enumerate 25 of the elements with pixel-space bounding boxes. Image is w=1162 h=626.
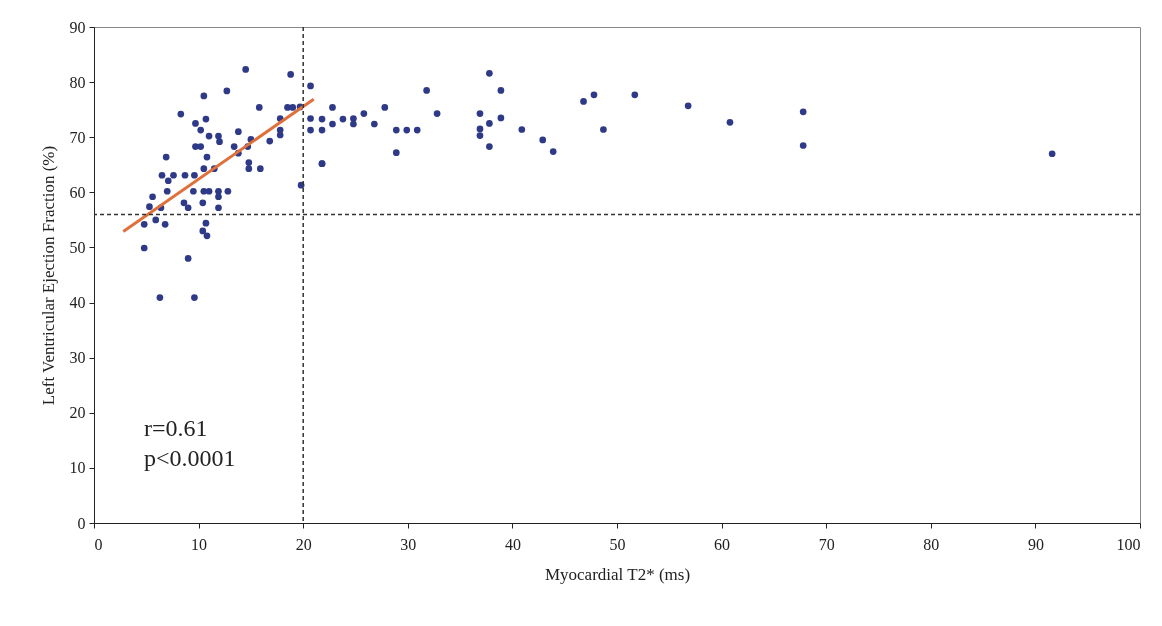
x-tick-label: 60 — [714, 535, 731, 553]
y-tick-label: 50 — [69, 238, 86, 256]
x-tick-label: 20 — [295, 535, 312, 553]
x-tick-label: 30 — [400, 535, 417, 553]
y-tick-label: 0 — [77, 514, 86, 532]
x-axis-title: Myocardial T2* (ms) — [544, 564, 691, 584]
x-tick-label: 40 — [504, 535, 521, 553]
y-tick-label: 40 — [69, 294, 86, 312]
y-tick-label: 80 — [69, 73, 86, 91]
x-tick-label: 10 — [191, 535, 208, 553]
y-tick-label: 90 — [69, 18, 86, 36]
x-tick-label: 100 — [1116, 535, 1141, 553]
y-tick-label: 10 — [69, 459, 86, 477]
x-tick-label: 90 — [1027, 535, 1044, 553]
y-tick-label: 20 — [69, 404, 86, 422]
x-tick-label: 80 — [923, 535, 940, 553]
x-tick-label: 50 — [609, 535, 626, 553]
y-tick-label: 30 — [69, 349, 86, 367]
annotation: p<0.0001 — [144, 445, 236, 471]
x-tick-label: 70 — [818, 535, 835, 553]
x-tick-label: 0 — [94, 535, 103, 553]
y-axis-title: Left Ventricular Ejection Fraction (%) — [38, 145, 58, 406]
y-tick-label: 70 — [69, 128, 86, 146]
y-tick-label: 60 — [69, 183, 86, 201]
annotation: r=0.61 — [144, 415, 208, 441]
